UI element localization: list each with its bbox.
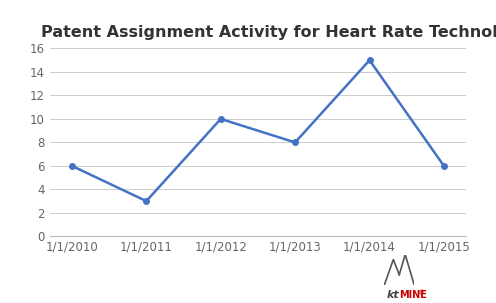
Text: ®: ® bbox=[418, 290, 425, 296]
Legend: Execution Date: Execution Date bbox=[153, 299, 297, 303]
Text: MINE: MINE bbox=[399, 290, 427, 300]
Text: kt: kt bbox=[387, 290, 400, 300]
Text: Patent Assignment Activity for Heart Rate Technology (2010 - 2015): Patent Assignment Activity for Heart Rat… bbox=[41, 25, 496, 40]
